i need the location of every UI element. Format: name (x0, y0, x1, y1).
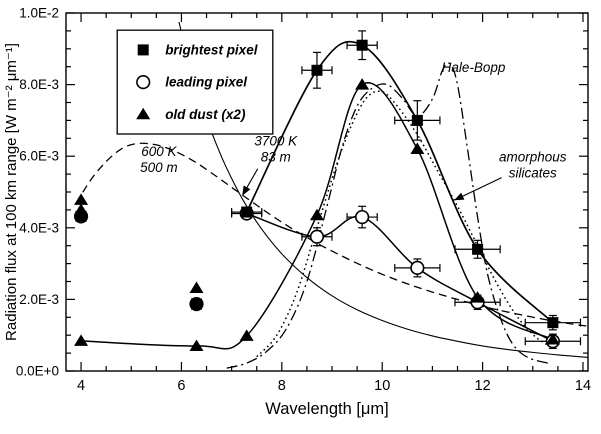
annotations: 600 K 500 m 3700 K 83 m Hale-Bopp amorphous si… (140, 60, 567, 201)
x-tick-label-8: 8 (278, 378, 286, 394)
legend: brightest pixel leading pixel old dust (x2… (116, 29, 274, 135)
x-tick-label-12: 12 (475, 378, 491, 394)
y-tick-label-0-0e-0: 0.0E+0 (16, 364, 59, 379)
curve-hale-bopp (226, 62, 549, 369)
curve-3700-k-83-m-blackbody (178, 21, 589, 358)
annotation-arrow-amorphous-silicates (454, 177, 502, 201)
x-axis-label: Wavelength [μm] (265, 400, 389, 418)
y-tick-label-6-0e-3: 6.0E-3 (19, 149, 59, 164)
axis-ticks (66, 12, 588, 372)
y-tick-label-8-0e-3: 8.0E-3 (19, 77, 59, 92)
y-tick-label-2-0e-3: 2.0E-3 (19, 292, 59, 307)
y-tick-label-1-0e-2: 1.0E-2 (19, 6, 59, 21)
x-tick-label-14: 14 (575, 378, 591, 394)
annotation-3700k-83m: 3700 K 83 m (254, 133, 298, 164)
y-axis-label: Radiation flux at 100 km range [W m⁻² μm… (3, 43, 20, 341)
y-tick-label-4-0e-3: 4.0E-3 (19, 220, 59, 235)
x-tick-label-10: 10 (374, 378, 390, 394)
legend-entry-old-dust-x2: old dust (x2) (136, 107, 246, 122)
x-tick-label-4: 4 (77, 378, 85, 394)
tick-labels: 4 6 8 10 12 14 0.0E+0 2.0E-3 4.0E-3 6.0E-3 8.0E-3 1… (16, 6, 591, 395)
curve-amorphous-silicates (256, 90, 559, 358)
series-line-old-dust-x2 (81, 82, 554, 350)
x-tick-label-6: 6 (177, 378, 185, 394)
series-markers-brightest-pixel (75, 39, 559, 329)
model-curves (75, 21, 589, 369)
legend-label-old-dust-x2: old dust (x2) (165, 107, 246, 122)
legend-label-brightest-pixel: brightest pixel (165, 42, 258, 57)
annotation-hale-bopp: Hale-Bopp (442, 60, 506, 75)
series-line-brightest-pixel (245, 40, 554, 324)
series-markers-old-dust-x2 (74, 78, 560, 351)
annotation-arrow-3700k-83m (242, 168, 259, 196)
curve-600-k-500-m-blackbody (75, 142, 589, 327)
annotation-amorphous-silicates: amorphous silicates (499, 150, 567, 181)
legend-label-leading-pixel: leading pixel (165, 75, 247, 90)
legend-entry-brightest-pixel: brightest pixel (137, 42, 258, 57)
annotation-600k-500m: 600 K 500 m (140, 144, 178, 175)
legend-entry-leading-pixel: leading pixel (136, 75, 247, 90)
